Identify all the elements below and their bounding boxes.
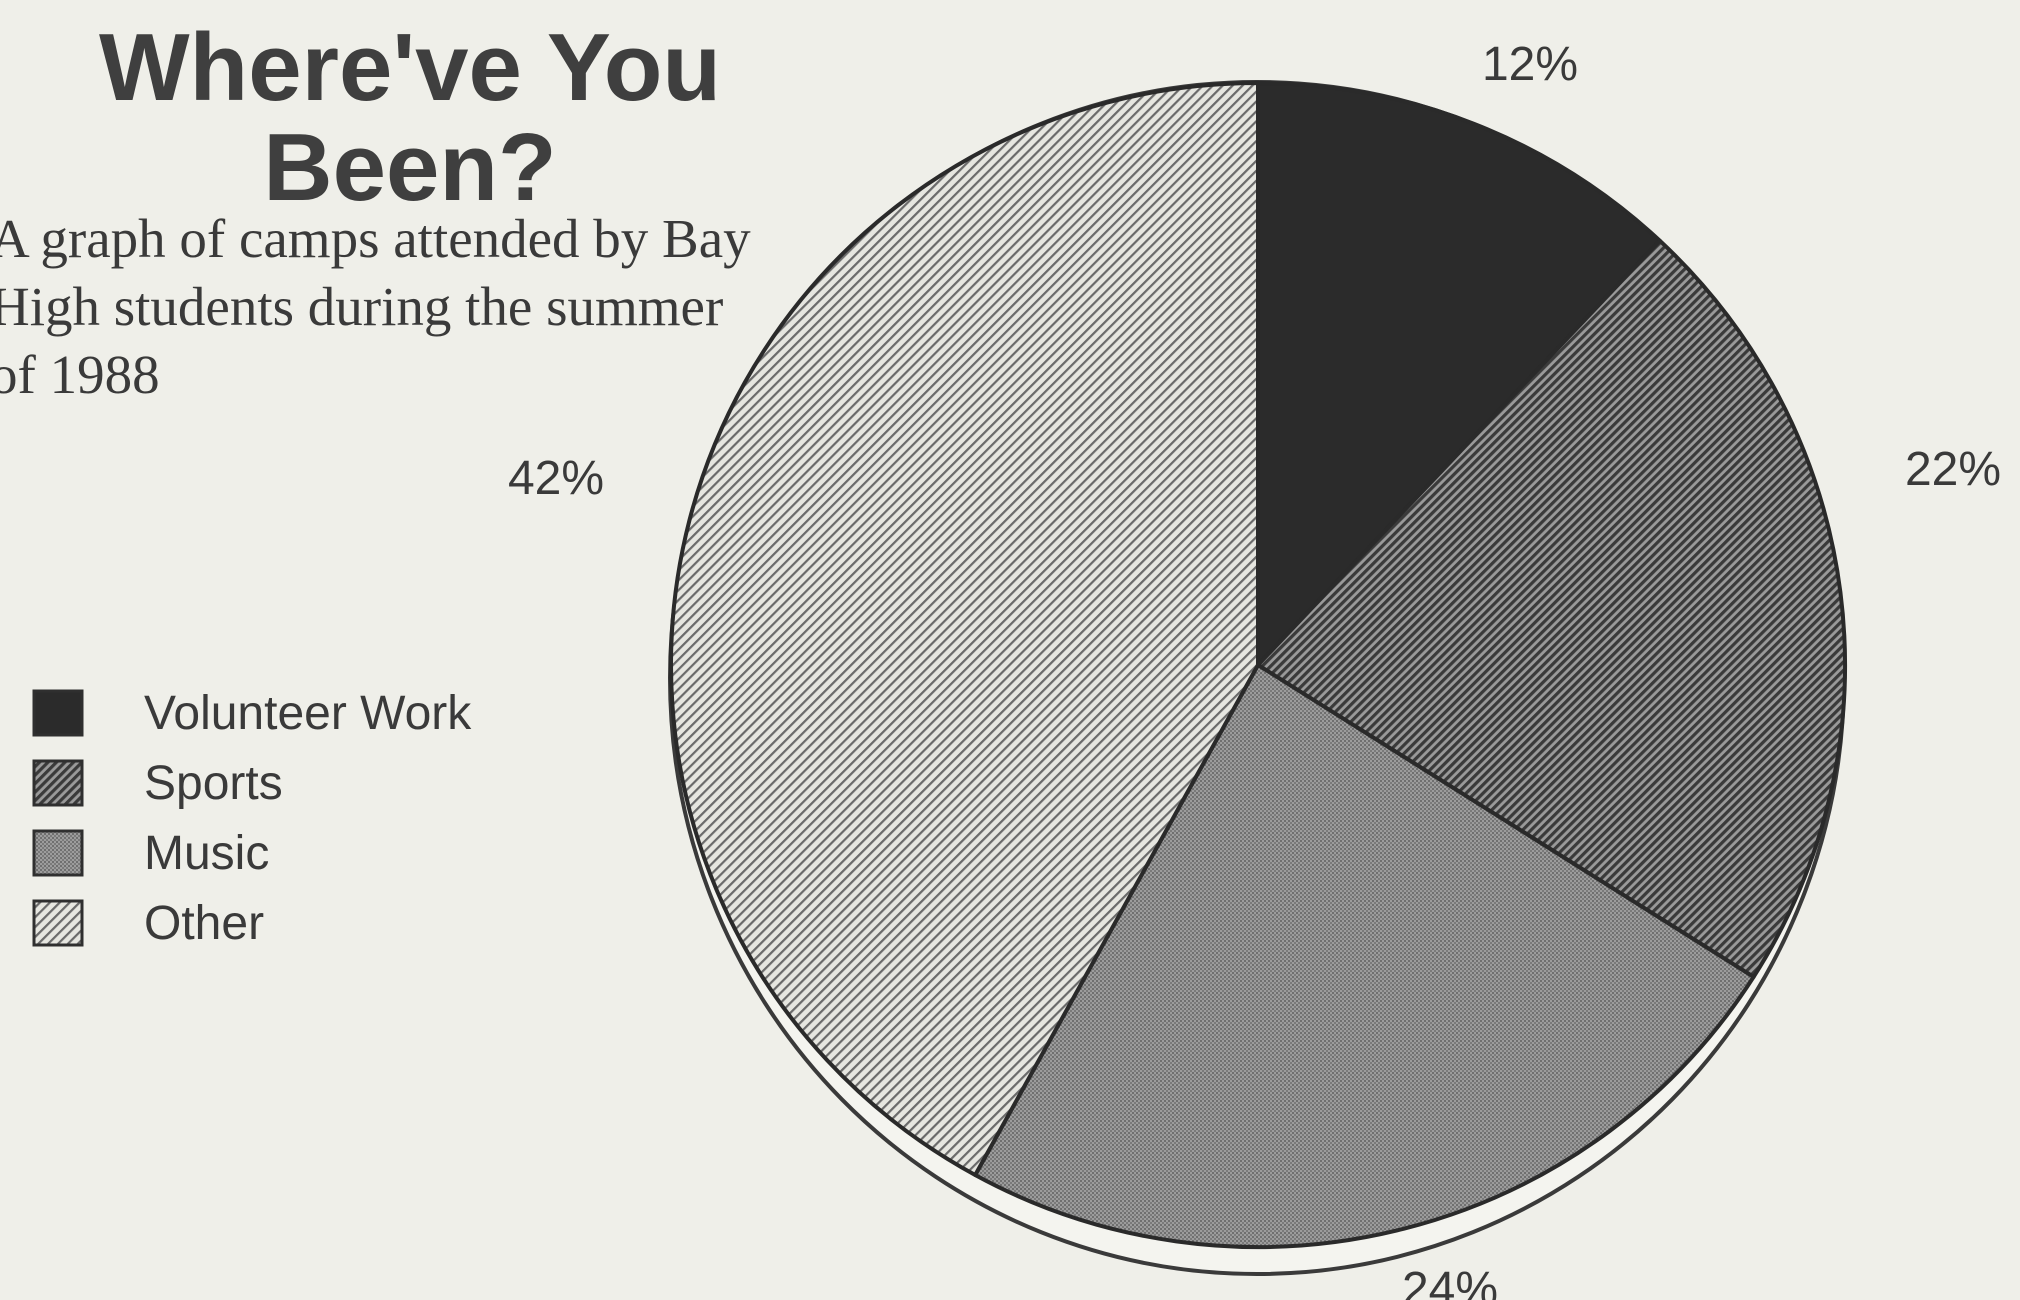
- legend-swatch-volunteer-work: [32, 689, 84, 737]
- chart-title: Where've You Been?: [98, 14, 722, 221]
- chart-legend: Volunteer Work Sports Music Other: [32, 678, 471, 958]
- legend-item-other: Other: [32, 888, 471, 958]
- legend-swatch-graphic: [32, 899, 84, 947]
- pie-label-volunteer-work: 12%: [1482, 38, 1578, 91]
- legend-label-music: Music: [144, 826, 270, 880]
- legend-label-volunteer-work: Volunteer Work: [144, 686, 472, 740]
- pie-labels: 12% 22% 24% 42%: [508, 38, 2001, 1300]
- pie-label-other: 42%: [508, 452, 604, 505]
- legend-swatch-other: [32, 899, 84, 947]
- pie-slice-other: [669, 81, 1260, 1177]
- legend-swatch-graphic: [32, 689, 84, 737]
- pie-slice-sports: [1256, 238, 1847, 979]
- pie-slice-volunteer-work: [1256, 81, 1662, 667]
- legend-item-sports: Sports: [32, 748, 471, 818]
- pie-slices: [669, 81, 1847, 1249]
- legend-label-sports: Sports: [144, 756, 283, 810]
- legend-swatch-sports: [32, 759, 84, 807]
- legend-swatch-graphic: [32, 759, 84, 807]
- legend-swatch-music: [32, 829, 84, 877]
- chart-subtitle: A graph of camps attended by Bay High st…: [0, 208, 751, 405]
- legend-item-music: Music: [32, 818, 471, 888]
- pie-slice-music: [973, 663, 1756, 1249]
- legend-item-volunteer-work: Volunteer Work: [32, 678, 471, 748]
- pie-label-sports: 22%: [1905, 443, 2001, 496]
- legend-swatch-graphic: [32, 829, 84, 877]
- legend-label-other: Other: [144, 896, 265, 950]
- pie-label-music: 24%: [1402, 1263, 1498, 1300]
